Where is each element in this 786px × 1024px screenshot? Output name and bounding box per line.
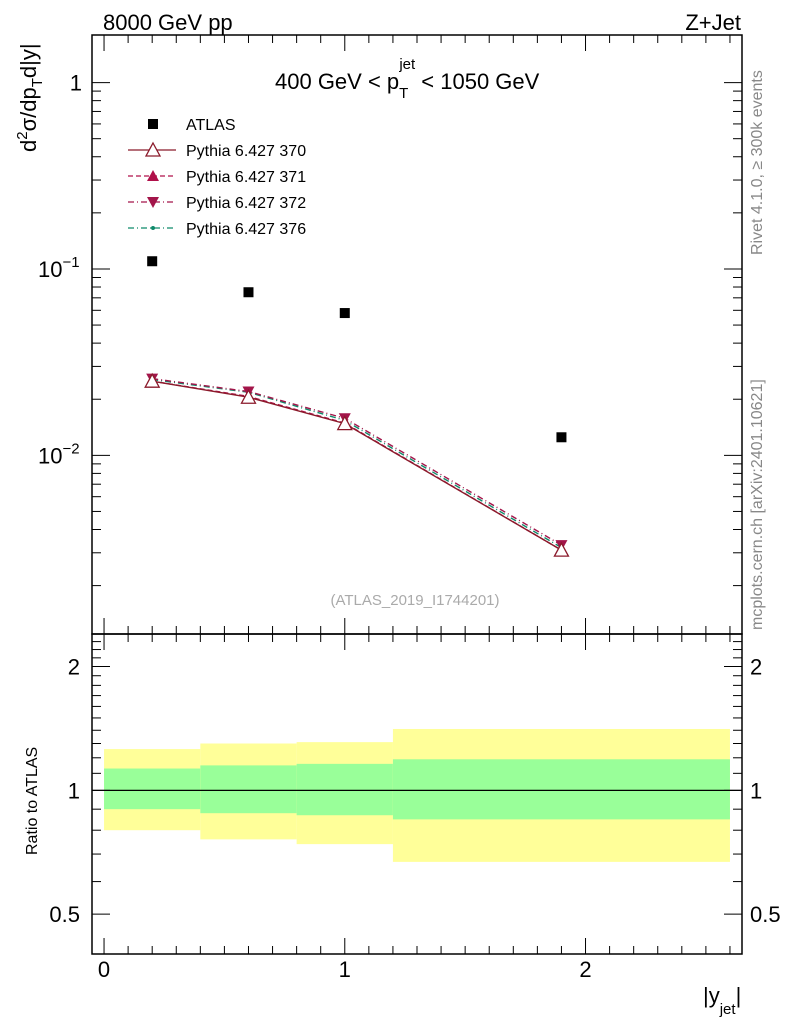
- legend-p376-label: Pythia 6.427 376: [186, 221, 306, 238]
- series-1-point-1: [240, 388, 257, 404]
- series-1-point-0: [144, 372, 161, 388]
- legend-p372: Pythia 6.427 372: [128, 195, 306, 212]
- main-ylabel: d2σ/dpTd|y|: [14, 43, 46, 152]
- atlas-data-points: [147, 256, 567, 443]
- ylabel-b: σ/dp: [16, 87, 41, 131]
- xlabel-b: |: [736, 983, 742, 1008]
- ratio-stat-band-3: [392, 759, 730, 820]
- ratio-y-tick-label-right: 0.5: [750, 902, 781, 927]
- legend-p376: Pythia 6.427 376: [128, 221, 306, 238]
- ratio-stat-band-1: [200, 765, 297, 814]
- cut-prefix: 400 GeV < p: [275, 69, 399, 94]
- legend-p371-marker: [147, 170, 159, 181]
- atlas-point-3: [556, 432, 567, 443]
- x-tick-label: 1: [339, 957, 351, 982]
- mc-series-lines: [152, 377, 562, 551]
- legend-atlas-marker: [148, 119, 158, 129]
- ratio-frame: [91, 633, 743, 955]
- ylabel-a-sup: 2: [14, 131, 31, 139]
- x-tick-label: 2: [579, 957, 591, 982]
- ratio-bands: [104, 728, 730, 862]
- main-y-tick-label: 10−2: [38, 440, 80, 468]
- series-line-2: [152, 380, 562, 551]
- ylabel-a: d: [16, 140, 41, 152]
- legend-p370-label: Pythia 6.427 370: [186, 143, 306, 160]
- header-left: 8000 GeV pp: [103, 10, 233, 35]
- header-right: Z+Jet: [685, 10, 741, 35]
- ylabel-c: d|y|: [16, 43, 41, 78]
- ratio-y-tick-label: 1: [68, 778, 80, 803]
- legend-atlas: ATLAS: [148, 117, 236, 134]
- main-y-tick-label: 10−1: [38, 254, 80, 282]
- series-line-1: [152, 380, 562, 551]
- series-line-3: [152, 377, 562, 546]
- cut-title: 400 GeV < pTjet < 1050 GeV: [275, 56, 540, 102]
- legend-p372-marker: [147, 197, 159, 208]
- legend-p370-marker: [144, 141, 162, 157]
- ratio-y-tick-label-right: 2: [750, 655, 762, 680]
- xlabel: |yjet|: [703, 983, 741, 1018]
- mc-series-markers: [144, 372, 570, 557]
- analysis-watermark: (ATLAS_2019_I1744201): [330, 592, 499, 609]
- cut-suffix: < 1050 GeV: [415, 69, 539, 94]
- ratio-stat-band-0: [104, 768, 201, 810]
- xlabel-a: |y: [703, 983, 720, 1008]
- mcplots-label: mcplots.cern.ch [arXiv:2401.10621]: [749, 379, 766, 630]
- ratio-y-tick-label: 2: [68, 655, 80, 680]
- atlas-point-2: [339, 308, 350, 319]
- atlas-point-0: [147, 256, 158, 267]
- ratio-stat-band-2: [296, 763, 393, 816]
- xlabel-sub: jet: [719, 1001, 737, 1018]
- legend-p371-label: Pythia 6.427 371: [186, 169, 306, 186]
- legend-atlas-label: ATLAS: [186, 117, 236, 134]
- tick-labels: 0 1 2 1 10−1 10−2 0.5 0.5 1 1 2 2: [38, 71, 781, 982]
- rivet-label: Rivet 4.1.0, ≥ 300k events: [749, 70, 766, 255]
- legend-p371: Pythia 6.427 371: [128, 169, 306, 186]
- ratio-y-tick-label: 0.5: [49, 902, 80, 927]
- legend-p370: Pythia 6.427 370: [128, 141, 306, 160]
- x-tick-label: 0: [98, 957, 110, 982]
- legend-p376-marker: [151, 226, 155, 230]
- series-1-point-3: [553, 541, 570, 557]
- cut-sub: T: [399, 85, 408, 102]
- main-y-tick-label: 1: [70, 71, 82, 96]
- cut-sup: jet: [398, 56, 416, 73]
- atlas-point-1: [243, 287, 254, 298]
- ratio-ylabel: Ratio to ATLAS: [24, 747, 41, 855]
- legend: ATLAS Pythia 6.427 370 Pythia 6.427 371 …: [128, 117, 306, 238]
- series-1-point-2: [336, 415, 353, 431]
- ylabel-b-sub: T: [29, 78, 46, 87]
- series-line-4: [152, 378, 562, 549]
- legend-p372-label: Pythia 6.427 372: [186, 195, 306, 212]
- ratio-y-tick-label-right: 1: [750, 778, 762, 803]
